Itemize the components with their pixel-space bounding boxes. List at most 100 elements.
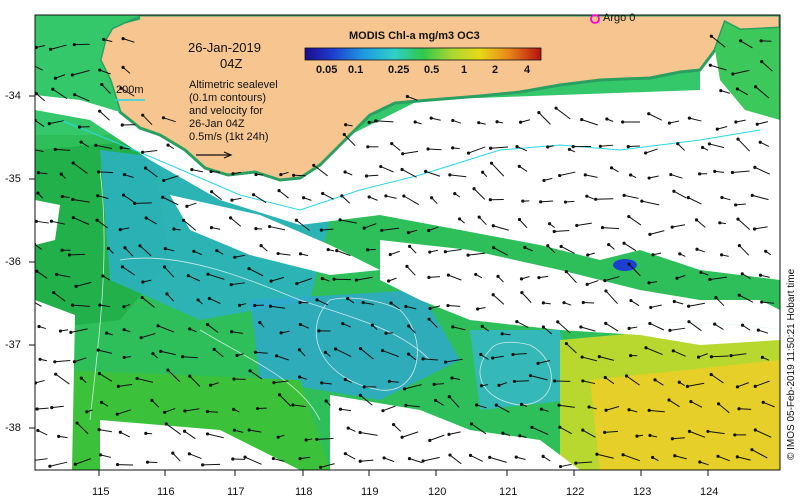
velocity-arrow-head <box>546 145 550 149</box>
velocity-arrow <box>599 356 615 361</box>
velocity-arrow <box>434 383 444 385</box>
velocity-arrow <box>375 120 394 123</box>
velocity-arrow-head <box>629 298 633 303</box>
velocity-arrow <box>99 429 112 433</box>
velocity-arrow-head <box>755 122 759 126</box>
velocity-arrow <box>690 401 703 408</box>
velocity-arrow-head <box>644 346 648 350</box>
velocity-arrow-head <box>651 253 655 257</box>
velocity-arrow <box>448 431 461 435</box>
velocity-arrow <box>401 169 417 178</box>
velocity-arrow-head <box>635 434 639 438</box>
velocity-arrow-head <box>98 303 102 307</box>
velocity-arrow-head <box>320 381 324 385</box>
velocity-arrow-head <box>519 402 524 406</box>
velocity-arrow <box>157 325 175 333</box>
velocity-arrow <box>270 305 286 309</box>
velocity-arrow <box>547 245 556 254</box>
velocity-arrow-head <box>626 145 630 149</box>
velocity-arrow-head <box>72 42 76 47</box>
velocity-arrow-head <box>85 410 89 414</box>
velocity-arrow <box>162 196 179 206</box>
velocity-arrow-head <box>235 353 239 358</box>
velocity-arrow <box>145 167 158 178</box>
velocity-arrow-head <box>53 147 57 151</box>
velocity-arrow-head <box>720 253 724 257</box>
velocity-arrow-head <box>254 172 258 177</box>
velocity-arrow <box>737 138 751 152</box>
velocity-arrow <box>231 331 243 334</box>
velocity-arrow-head <box>497 383 501 387</box>
velocity-arrow <box>735 203 746 206</box>
colorbar-tick: 0.1 <box>348 64 364 76</box>
velocity-arrow-head <box>432 382 436 386</box>
velocity-arrow <box>491 162 505 177</box>
velocity-arrow-head <box>716 454 720 458</box>
velocity-arrow-head <box>259 244 263 248</box>
velocity-arrow-head <box>740 272 744 276</box>
velocity-arrow-head <box>469 422 474 426</box>
velocity-arrow <box>98 349 113 354</box>
velocity-arrow <box>49 120 64 125</box>
velocity-arrow-head <box>121 37 125 41</box>
velocity-arrow-head <box>491 293 495 297</box>
ocean-deep-blue-patch-4 <box>613 259 637 271</box>
velocity-arrow-head <box>232 407 236 411</box>
velocity-arrow <box>408 325 416 334</box>
velocity-arrow-head <box>479 384 484 388</box>
velocity-arrow <box>53 292 66 302</box>
velocity-arrow <box>381 227 400 231</box>
velocity-arrow-head <box>295 282 299 286</box>
axis-ticks <box>29 95 709 476</box>
velocity-arrow <box>754 226 768 230</box>
velocity-arrow <box>604 430 618 433</box>
velocity-arrow-head <box>73 93 77 97</box>
velocity-arrow <box>490 146 509 149</box>
velocity-arrow-head <box>298 300 302 305</box>
velocity-arrow <box>36 220 49 224</box>
velocity-arrow-head <box>272 381 276 385</box>
velocity-arrow-head <box>50 406 54 410</box>
velocity-arrow-head <box>298 252 303 256</box>
velocity-arrow-head <box>70 73 74 77</box>
velocity-arrow <box>492 294 505 305</box>
velocity-arrow <box>35 119 45 127</box>
velocity-arrow-head <box>447 395 451 399</box>
velocity-arrow-head <box>74 284 78 288</box>
velocity-arrow-head <box>119 86 123 90</box>
velocity-arrow-head <box>232 377 236 381</box>
velocity-arrow-head <box>558 173 562 178</box>
velocity-arrow <box>231 282 245 286</box>
x-axis-label: 116 <box>157 486 175 498</box>
velocity-arrow <box>54 360 71 363</box>
velocity-arrow-head <box>231 457 235 461</box>
velocity-arrow <box>321 228 334 231</box>
velocity-arrow-head <box>622 241 626 245</box>
velocity-arrow-head <box>453 192 457 196</box>
velocity-arrow-head <box>35 269 39 273</box>
velocity-arrow <box>628 145 640 148</box>
velocity-arrow-head <box>562 301 566 305</box>
velocity-arrow <box>604 276 620 282</box>
velocity-arrow <box>755 86 770 99</box>
velocity-arrow-head <box>346 426 350 430</box>
velocity-arrow-head <box>358 430 362 435</box>
velocity-arrow <box>37 430 48 436</box>
velocity-arrow-head <box>258 320 262 325</box>
velocity-arrow <box>674 455 687 460</box>
velocity-arrow-head <box>686 196 690 200</box>
x-axis-label: 118 <box>295 486 313 498</box>
velocity-arrow-head <box>629 173 633 177</box>
velocity-arrow-head <box>380 228 384 233</box>
velocity-arrow-head <box>233 255 237 259</box>
velocity-arrow-head <box>71 197 75 202</box>
velocity-arrow-head <box>115 462 120 467</box>
plot-frame <box>34 14 781 471</box>
velocity-arrow <box>540 200 554 203</box>
velocity-arrow-head <box>304 438 308 442</box>
velocity-arrow-head <box>428 438 432 442</box>
velocity-arrow <box>117 409 131 415</box>
velocity-arrow-head <box>247 267 251 271</box>
velocity-arrow <box>448 396 460 408</box>
velocity-arrow-head <box>407 457 412 461</box>
